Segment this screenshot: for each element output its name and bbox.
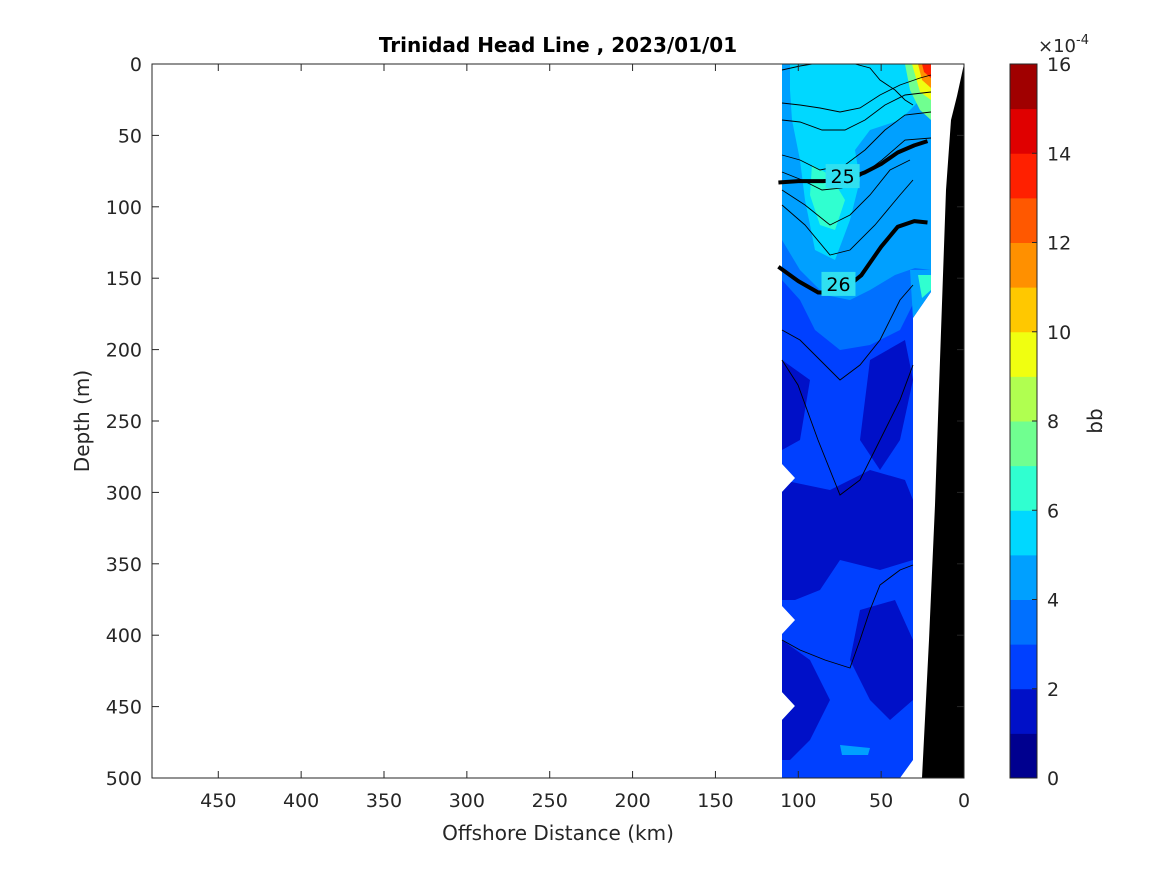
colorbar-segment [1010, 421, 1037, 467]
field-warm-patch [922, 64, 931, 78]
y-tick-label: 300 [106, 482, 142, 504]
colorbar-segment [1010, 242, 1037, 288]
y-axis-label: Depth (m) [70, 370, 94, 472]
y-tick-label: 400 [106, 625, 142, 647]
x-tick-label: 250 [532, 790, 568, 812]
contour-label-bg [821, 271, 856, 296]
chart-title: Trinidad Head Line , 2023/01/01 [379, 33, 737, 57]
thin-isopycnal [781, 179, 914, 256]
x-tick-label: 50 [869, 790, 893, 812]
colorbar-tick-label: 16 [1047, 54, 1071, 76]
colorbar-tick-label: 14 [1047, 143, 1071, 165]
x-tick-label: 150 [697, 790, 733, 812]
x-tick-label: 350 [366, 790, 402, 812]
y-tick-label: 50 [118, 125, 142, 147]
colorbar-tick-label: 4 [1047, 590, 1059, 612]
contour-label: 26 [826, 274, 850, 296]
colorbar-segment [1010, 554, 1037, 600]
y-tick-label: 0 [130, 54, 142, 76]
colorbar-segment [1010, 287, 1037, 333]
y-tick-label: 450 [106, 697, 142, 719]
colorbar-segment [1010, 644, 1037, 690]
colorbar-tick-label: 8 [1047, 411, 1059, 433]
colorbar-segment [1010, 465, 1037, 511]
thin-isopycnal [854, 64, 914, 106]
colorbar-segment [1010, 376, 1037, 422]
colorbar-exponent: ×10-4 [1038, 33, 1089, 57]
y-tick-label: 350 [106, 554, 142, 576]
thin-isopycnal [781, 159, 911, 226]
x-tick-label: 450 [200, 790, 236, 812]
field-shelf-patch [840, 745, 870, 755]
thin-isopycnal [781, 564, 914, 669]
y-tick-label: 150 [106, 268, 142, 290]
colorbar: 0 2 4 6 8 10 12 14 16 [1009, 54, 1071, 790]
colorbar-segment [1010, 197, 1037, 243]
colorbar-exponent-base: ×10 [1038, 36, 1076, 57]
y-tick-label: 500 [106, 768, 142, 790]
thin-isopycnal [781, 64, 813, 71]
colorbar-tick-label: 12 [1047, 233, 1071, 255]
thin-isopycnal [781, 74, 932, 113]
y-tick-label: 200 [106, 340, 142, 362]
field-deep-dark-patch [782, 640, 830, 760]
thin-isopycnal [781, 111, 932, 171]
colorbar-segment [1010, 510, 1037, 556]
colorbar-tick-label: 0 [1047, 768, 1059, 790]
field-deep-dark-patch [850, 600, 913, 720]
colorbar-segment [1010, 108, 1037, 154]
colorbar-segment [1010, 733, 1037, 779]
thin-isopycnal [781, 359, 914, 496]
x-tick-label: 400 [283, 790, 319, 812]
y-axis: 0 50 100 150 200 250 300 350 400 450 500 [106, 54, 964, 790]
x-axis: 450 400 350 300 250 200 150 100 50 0 [200, 64, 970, 812]
field-deep-dark-patch [860, 340, 913, 470]
field-shelf-patch [918, 275, 931, 298]
field-deep-dark-patch [782, 470, 913, 600]
colorbar-segment [1010, 331, 1037, 377]
x-tick-label: 300 [449, 790, 485, 812]
contour-label: 25 [831, 166, 855, 188]
thick-isopycnals: 25 26 [777, 139, 929, 296]
colorbar-segment [1010, 153, 1037, 199]
contour-label-bg [825, 164, 860, 189]
colorbar-tick-label: 6 [1047, 500, 1059, 522]
y-tick-label: 100 [106, 197, 142, 219]
colorbar-tick-label: 10 [1047, 322, 1071, 344]
field-deep-dark-patch [782, 360, 810, 450]
bathymetry [922, 64, 964, 778]
x-tick-label: 200 [614, 790, 650, 812]
section-field [782, 64, 931, 778]
isopycnal-25 [778, 139, 929, 185]
thin-isopycnal [781, 284, 914, 381]
colorbar-segment [1010, 599, 1037, 645]
colorbar-tick-label: 2 [1047, 679, 1059, 701]
x-tick-label: 0 [958, 790, 970, 812]
colorbar-exponent-power: -4 [1076, 33, 1089, 48]
colorbar-segment [1010, 64, 1037, 110]
isopycnal-26 [777, 219, 928, 295]
x-tick-label: 100 [780, 790, 816, 812]
x-axis-label: Offshore Distance (km) [442, 821, 674, 845]
colorbar-segment [1010, 688, 1037, 734]
colorbar-label: bb [1083, 408, 1107, 433]
y-tick-label: 250 [106, 411, 142, 433]
